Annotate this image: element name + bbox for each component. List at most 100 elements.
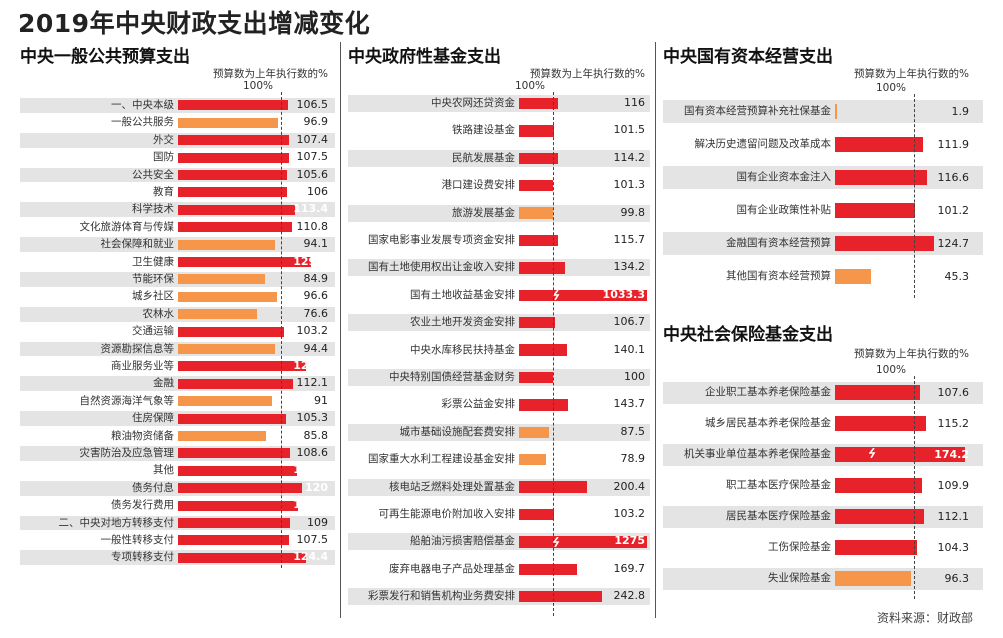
category-label: 商业服务业等 bbox=[111, 360, 174, 372]
value-label: 113.4 bbox=[293, 202, 328, 216]
bar bbox=[519, 289, 647, 302]
unit-note: 预算数为上年执行数的% bbox=[213, 68, 328, 80]
bar bbox=[178, 343, 276, 354]
bar-row: 船舶油污损害赔偿基金 1275 bbox=[348, 533, 650, 551]
value-label: 110.8 bbox=[296, 219, 329, 233]
page-title: 2019年中央财政支出增减变化 bbox=[18, 9, 371, 38]
bar-row: 工伤保险基金 104.3 bbox=[663, 537, 983, 559]
bar-row: 国家重大水利工程建设基金安排 78.9 bbox=[348, 451, 650, 468]
bar-row: 农林水 76.6 bbox=[20, 306, 335, 322]
bar bbox=[519, 344, 567, 356]
bar-row: 核电站乏燃料处理处置基金 200.4 bbox=[348, 478, 650, 496]
bar-row: 住房保障 105.3 bbox=[20, 411, 335, 426]
value-label: 124.4 bbox=[293, 550, 328, 564]
bar bbox=[178, 430, 267, 441]
bar bbox=[178, 100, 288, 111]
bar-row: 中央水库移民扶持基金 140.1 bbox=[348, 342, 650, 359]
bar-row: 一般公共服务 96.9 bbox=[20, 115, 335, 130]
value-label: 116.6 bbox=[937, 171, 970, 184]
value-label: 105.6 bbox=[296, 167, 329, 181]
bar-row: 铁路建设基金 101.5 bbox=[348, 122, 650, 139]
bar bbox=[178, 239, 275, 250]
value-label: 85.8 bbox=[303, 428, 329, 442]
value-label: 107.4 bbox=[296, 132, 329, 146]
category-label: 城乡居民基本养老保险基金 bbox=[705, 417, 831, 429]
bar-row: 外交 107.4 bbox=[20, 132, 335, 148]
category-label: 可再生能源电价附加收入安排 bbox=[378, 508, 516, 520]
value-label: 107.5 bbox=[296, 150, 329, 164]
bar bbox=[178, 204, 295, 215]
bar-row: 金融 112.1 bbox=[20, 376, 335, 392]
bar bbox=[178, 517, 291, 528]
bar-row: 废弃电器电子产品处理基金 169.7 bbox=[348, 561, 650, 578]
bar-row: 可再生能源电价附加收入安排 103.2 bbox=[348, 506, 650, 523]
bar bbox=[178, 169, 287, 180]
bar bbox=[519, 316, 556, 329]
bar bbox=[835, 136, 924, 153]
category-label: 企业职工基本养老保险基金 bbox=[705, 386, 831, 398]
bar-row: 金融国有资本经营预算 124.7 bbox=[663, 232, 983, 256]
bar bbox=[519, 563, 577, 576]
column-divider bbox=[340, 42, 341, 618]
category-label: 国有土地使用权出让金收入安排 bbox=[368, 261, 515, 274]
bar-row: 一、中央本级 106.5 bbox=[20, 98, 335, 113]
value-label: 76.6 bbox=[303, 306, 329, 320]
value-label: 94.1 bbox=[303, 237, 329, 251]
bar-row: 二、中央对地方转移支付 109 bbox=[20, 515, 335, 531]
category-label: 彩票公益金安排 bbox=[441, 398, 516, 411]
bar bbox=[835, 509, 924, 525]
panel-state-capital: 中央国有资本经营支出 预算数为上年执行数的% 100% 国有资本经营预算补充社保基金 1… bbox=[663, 42, 983, 298]
category-label: 国家重大水利工程建设基金安排 bbox=[368, 453, 515, 466]
bar bbox=[519, 125, 554, 137]
bar bbox=[178, 274, 266, 285]
bar-row: 民航发展基金 114.2 bbox=[348, 149, 650, 167]
axis-break-icon bbox=[869, 447, 876, 458]
category-label: 文化旅游体育与传媒 bbox=[79, 220, 175, 233]
value-label: 200.4 bbox=[613, 479, 646, 493]
bar bbox=[178, 535, 289, 546]
bar-row: 农业土地开发资金安排 106.7 bbox=[348, 314, 650, 332]
bar bbox=[835, 235, 934, 252]
category-label: 国家电影事业发展专项资金安排 bbox=[368, 234, 515, 246]
bar bbox=[519, 453, 546, 466]
category-label: 国有资本经营预算补充社保基金 bbox=[684, 105, 831, 117]
bar-row: 机关事业单位基本养老保险基金 174.2 bbox=[663, 444, 983, 466]
category-label: 民航发展基金 bbox=[452, 151, 515, 164]
value-label: 91 bbox=[314, 393, 328, 407]
value-label: 242.8 bbox=[613, 589, 646, 603]
category-label: 职工基本医疗保险基金 bbox=[726, 479, 831, 491]
value-label: 109 bbox=[307, 515, 328, 529]
bar-row: 社会保障和就业 94.1 bbox=[20, 237, 335, 252]
bar-row: 交通运输 103.2 bbox=[20, 324, 335, 339]
bar-row: 专项转移支付 124.4 bbox=[20, 550, 335, 566]
value-label: 124.3 bbox=[293, 359, 328, 372]
category-label: 科学技术 bbox=[132, 203, 174, 216]
bar-row: 旅游发展基金 99.8 bbox=[348, 204, 650, 222]
bar bbox=[178, 465, 297, 476]
value-label: 134.2 bbox=[613, 260, 646, 274]
bar-row: 城乡居民基本养老保险基金 115.2 bbox=[663, 413, 983, 435]
bar-row: 债务付息 120 bbox=[20, 480, 335, 496]
bar-row: 其他 115.2 bbox=[20, 463, 335, 478]
bar bbox=[519, 234, 559, 247]
bar-row: 职工基本医疗保险基金 109.9 bbox=[663, 475, 983, 497]
category-label: 居民基本医疗保险基金 bbox=[726, 510, 831, 522]
category-label: 节能环保 bbox=[132, 273, 174, 285]
value-label: 1.9 bbox=[951, 105, 970, 118]
category-label: 债务付息 bbox=[132, 481, 174, 494]
bar bbox=[178, 483, 302, 494]
value-label: 143.7 bbox=[613, 397, 646, 411]
bar bbox=[835, 447, 965, 463]
category-label: 农林水 bbox=[142, 307, 175, 320]
category-label: 国有土地收益基金安排 bbox=[410, 288, 515, 301]
bar bbox=[519, 152, 558, 165]
value-label: 96.9 bbox=[303, 115, 329, 129]
value-label: 174.2 bbox=[934, 448, 969, 461]
value-label: 103.2 bbox=[296, 324, 329, 338]
value-label: 109.9 bbox=[937, 479, 970, 492]
value-label: 124.7 bbox=[937, 237, 970, 250]
category-label: 粮油物资储备 bbox=[111, 429, 174, 442]
bar bbox=[519, 508, 555, 521]
bar bbox=[178, 326, 285, 337]
bar bbox=[519, 179, 554, 192]
